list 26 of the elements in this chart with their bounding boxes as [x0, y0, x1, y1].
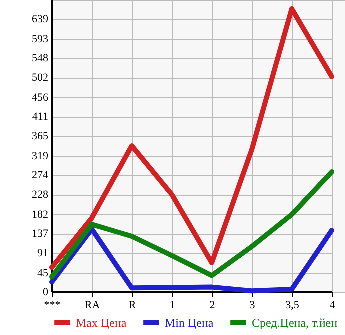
- y-tick-label: 137: [32, 228, 49, 240]
- legend-label: Сред.Цена, т.йен: [252, 316, 338, 330]
- legend-label: Min Цена: [165, 316, 214, 330]
- x-tick-label: 1: [170, 300, 176, 312]
- x-tick-label: 3,5: [286, 300, 300, 312]
- y-tick-label: 0: [43, 286, 49, 298]
- y-tick-label: 639: [32, 14, 49, 26]
- x-tick-label: 2: [210, 300, 216, 312]
- y-tick-label: 319: [32, 150, 49, 162]
- y-tick-label: 548: [32, 52, 49, 65]
- x-tick-label: R: [128, 300, 137, 312]
- x-tick-label: ***: [44, 300, 61, 312]
- y-tick-label: 365: [32, 130, 49, 143]
- x-tick-label: 3: [250, 300, 256, 312]
- y-tick-label: 456: [32, 92, 49, 104]
- legend-label: Max Цена: [76, 316, 128, 330]
- y-tick-label: 593: [32, 33, 49, 46]
- y-tick-label: 45: [38, 267, 49, 280]
- y-tick-label: 228: [32, 189, 49, 202]
- x-tick-label: 4: [330, 300, 336, 312]
- y-tick-label: 502: [32, 72, 48, 84]
- x-tick-label: RA: [84, 300, 100, 312]
- y-tick-label: 274: [32, 170, 49, 182]
- y-tick-label: 411: [32, 111, 48, 124]
- y-tick-label: 182: [32, 208, 48, 221]
- y-tick-label: 91: [38, 248, 48, 260]
